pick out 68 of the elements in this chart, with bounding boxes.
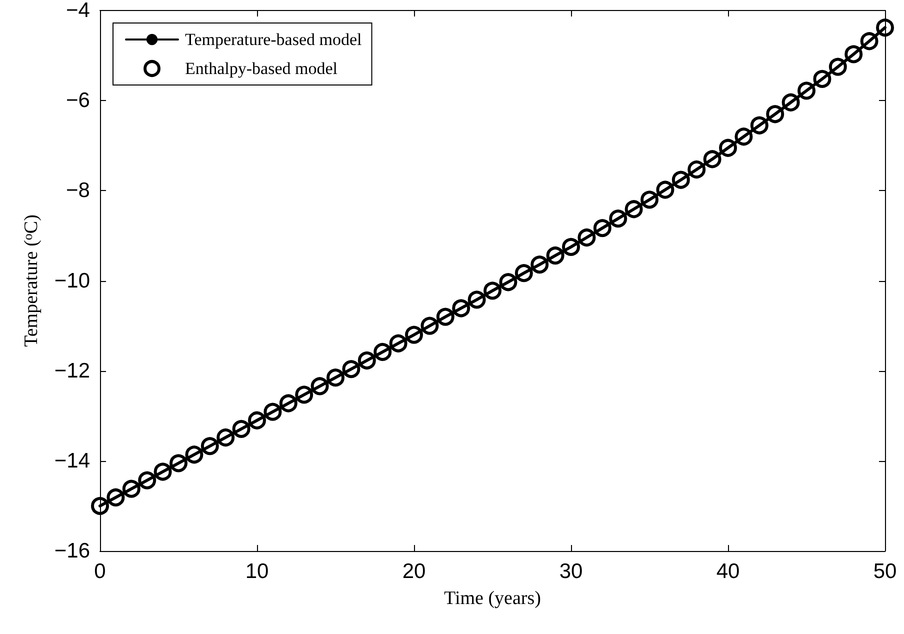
point (798, 82, 816, 100)
point (216, 428, 235, 446)
point (766, 105, 784, 124)
point (578, 228, 596, 247)
y-tick-label: −12 (54, 359, 90, 382)
x-axis-title: Time (years) (444, 588, 541, 609)
point (703, 150, 722, 168)
x-tick-label: 30 (559, 560, 583, 583)
point (844, 45, 863, 64)
point (813, 70, 832, 88)
y-tick-label: −8 (66, 179, 90, 202)
point (750, 116, 768, 134)
point (374, 342, 392, 361)
point (484, 282, 502, 300)
point (876, 18, 894, 37)
point (672, 170, 690, 189)
point (264, 402, 282, 421)
point (609, 210, 628, 228)
point (310, 377, 329, 396)
point (405, 326, 423, 344)
y-tick-label: −10 (54, 269, 90, 292)
point (624, 200, 643, 218)
point (232, 420, 250, 438)
point (593, 219, 612, 238)
point (828, 58, 847, 76)
legend-label: Enthalpy-based model (185, 59, 338, 78)
point (719, 138, 737, 157)
point (91, 496, 109, 515)
point (452, 299, 470, 318)
point (295, 386, 314, 404)
point (562, 238, 580, 256)
point (185, 446, 204, 464)
x-tick-label: 20 (402, 560, 426, 583)
y-tick-label: −4 (66, 0, 90, 22)
y-axis-title: Temperature (oC) (20, 214, 42, 347)
point (514, 264, 533, 282)
x-tick-label: 50 (873, 560, 897, 583)
x-tick-label: 0 (94, 560, 106, 583)
y-tick-label: −14 (54, 449, 90, 472)
point (656, 180, 674, 199)
point (499, 273, 518, 292)
point (688, 160, 706, 178)
point (358, 351, 376, 370)
point (782, 93, 800, 112)
point (860, 32, 878, 50)
point (734, 128, 753, 146)
point (200, 437, 219, 456)
point (170, 454, 188, 472)
point (546, 246, 564, 265)
point (326, 368, 344, 387)
y-tick-label: −6 (66, 89, 90, 112)
point (122, 480, 140, 498)
point (389, 334, 408, 352)
point (420, 316, 439, 335)
legend-label: Temperature-based model (185, 30, 362, 49)
point (436, 308, 454, 326)
point (468, 290, 486, 309)
y-tick-label: −16 (54, 540, 90, 562)
point (138, 471, 156, 490)
x-tick-label: 40 (716, 560, 740, 583)
point (530, 256, 549, 274)
point (342, 360, 360, 378)
point (106, 488, 125, 506)
point (154, 462, 172, 481)
x-tick-label: 10 (245, 560, 269, 583)
point (640, 190, 658, 209)
point (248, 411, 266, 430)
point (279, 394, 298, 412)
